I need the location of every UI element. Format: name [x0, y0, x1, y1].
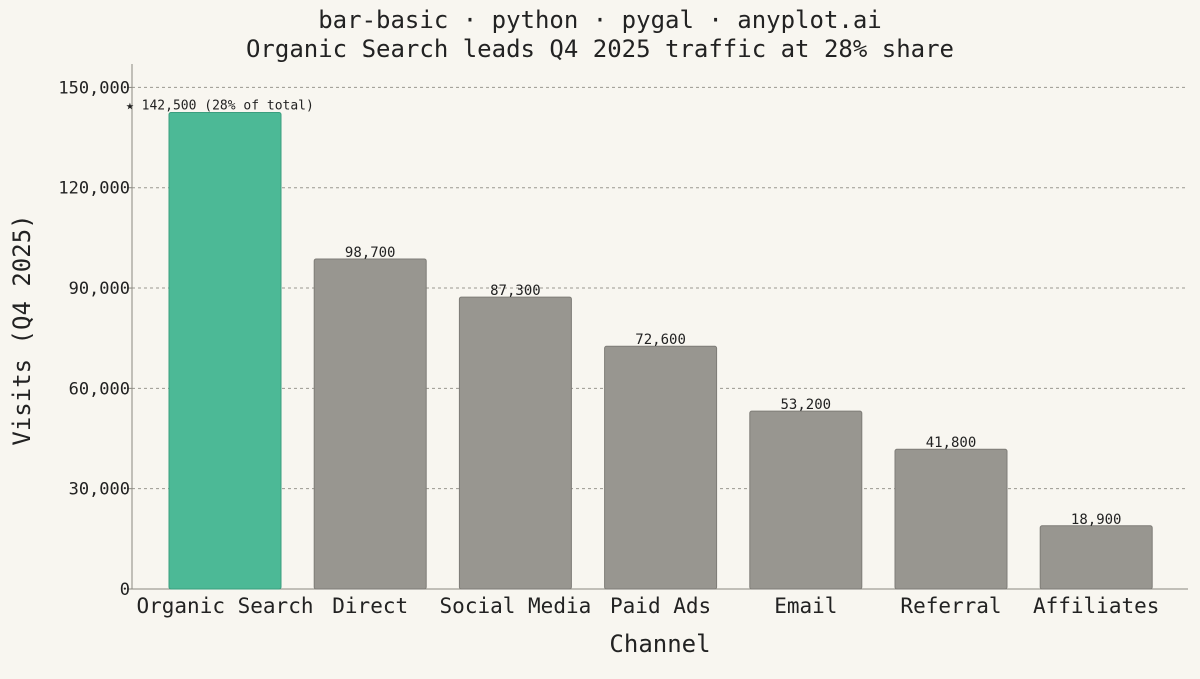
- bar: [894, 448, 1008, 590]
- y-tick-label: 120,000: [58, 179, 130, 199]
- bars: [168, 111, 1153, 590]
- x-tick-label: Direct: [332, 594, 408, 618]
- data-label: 72,600: [635, 332, 686, 348]
- y-axis-label: Visits (Q4 2025): [8, 214, 36, 445]
- bar: [749, 410, 863, 590]
- bar: [458, 296, 572, 590]
- bar-highlight: [168, 111, 282, 590]
- x-tick-labels: Organic Search Direct Social Media Paid Ads…: [136, 594, 1159, 618]
- data-label: 41,800: [926, 435, 977, 451]
- x-tick-label: Referral: [900, 594, 1001, 618]
- y-tick-label: 0: [120, 580, 130, 600]
- data-labels: ★ 142,500 (28% of total) 98,700 87,300 72,6…: [126, 98, 1121, 527]
- data-label-highlight: ★ 142,500 (28% of total): [126, 98, 314, 113]
- bar: [1039, 525, 1153, 590]
- y-tick-label: 150,000: [58, 78, 130, 98]
- x-tick-label: Email: [774, 594, 837, 618]
- bar: [604, 345, 718, 590]
- chart-subtitle: Organic Search leads Q4 2025 traffic at …: [246, 35, 954, 63]
- data-label: 87,300: [490, 283, 541, 299]
- y-tick-label: 30,000: [69, 480, 130, 500]
- data-label: 98,700: [345, 245, 396, 261]
- x-tick-label: Social Media: [440, 594, 592, 618]
- data-label: 18,900: [1071, 512, 1122, 528]
- x-tick-label: Organic Search: [136, 594, 313, 618]
- y-tick-label: 60,000: [69, 379, 130, 399]
- y-tick-label: 90,000: [69, 279, 130, 299]
- chart-title: bar-basic · python · pygal · anyplot.ai: [318, 6, 882, 34]
- y-tick-labels: 0 30,000 60,000 90,000 120,000 150,000: [58, 78, 130, 600]
- x-tick-label: Paid Ads: [610, 594, 711, 618]
- x-tick-label: Affiliates: [1033, 594, 1159, 618]
- data-label: 53,200: [781, 397, 832, 413]
- x-axis-label: Channel: [609, 630, 710, 658]
- bar: [313, 258, 427, 590]
